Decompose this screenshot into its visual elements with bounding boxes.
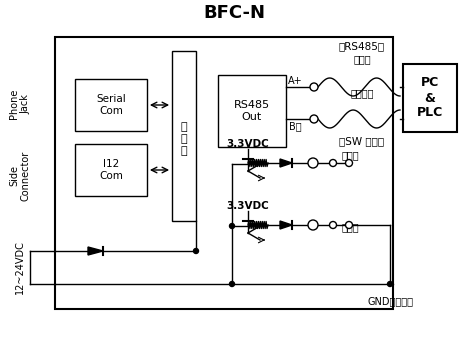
Text: PC
&
PLC: PC & PLC <box>417 77 443 120</box>
Text: 12~24VDC: 12~24VDC <box>15 240 25 294</box>
Polygon shape <box>280 221 292 229</box>
Text: B－: B－ <box>289 121 301 131</box>
Text: BFC-N: BFC-N <box>203 4 265 22</box>
Circle shape <box>330 221 336 228</box>
Text: （白）: （白） <box>341 222 359 232</box>
Circle shape <box>229 223 234 228</box>
Circle shape <box>330 160 336 166</box>
Circle shape <box>387 281 393 286</box>
FancyBboxPatch shape <box>172 51 196 221</box>
FancyBboxPatch shape <box>55 37 393 309</box>
Text: 3.3VDC: 3.3VDC <box>227 201 269 211</box>
Circle shape <box>310 115 318 123</box>
Text: ＜RS485＞: ＜RS485＞ <box>339 41 385 51</box>
Circle shape <box>308 158 318 168</box>
Text: Phone
Jack: Phone Jack <box>9 89 31 119</box>
Text: 主
回
路: 主 回 路 <box>181 122 187 156</box>
Circle shape <box>346 160 353 166</box>
Text: GND（外部）: GND（外部） <box>367 296 413 306</box>
Text: Side
Connector: Side Connector <box>9 151 31 201</box>
Text: 3.3VDC: 3.3VDC <box>227 139 269 149</box>
Circle shape <box>310 83 318 91</box>
Polygon shape <box>88 247 103 255</box>
FancyBboxPatch shape <box>403 64 457 132</box>
FancyBboxPatch shape <box>75 144 147 196</box>
Circle shape <box>346 221 353 228</box>
Text: A+: A+ <box>287 76 303 86</box>
Text: （黑）: （黑） <box>341 150 359 160</box>
Circle shape <box>229 281 234 286</box>
FancyBboxPatch shape <box>218 75 286 147</box>
Text: （粉红）: （粉红） <box>350 88 374 98</box>
Text: I12
Com: I12 Com <box>99 159 123 181</box>
Polygon shape <box>280 159 292 167</box>
Text: ＜SW 输入＞: ＜SW 输入＞ <box>340 136 385 146</box>
Circle shape <box>194 248 198 254</box>
Text: （棕）: （棕） <box>353 54 371 64</box>
Circle shape <box>308 220 318 230</box>
Text: Serial
Com: Serial Com <box>96 94 126 116</box>
Text: RS485
Out: RS485 Out <box>234 100 270 122</box>
FancyBboxPatch shape <box>75 79 147 131</box>
